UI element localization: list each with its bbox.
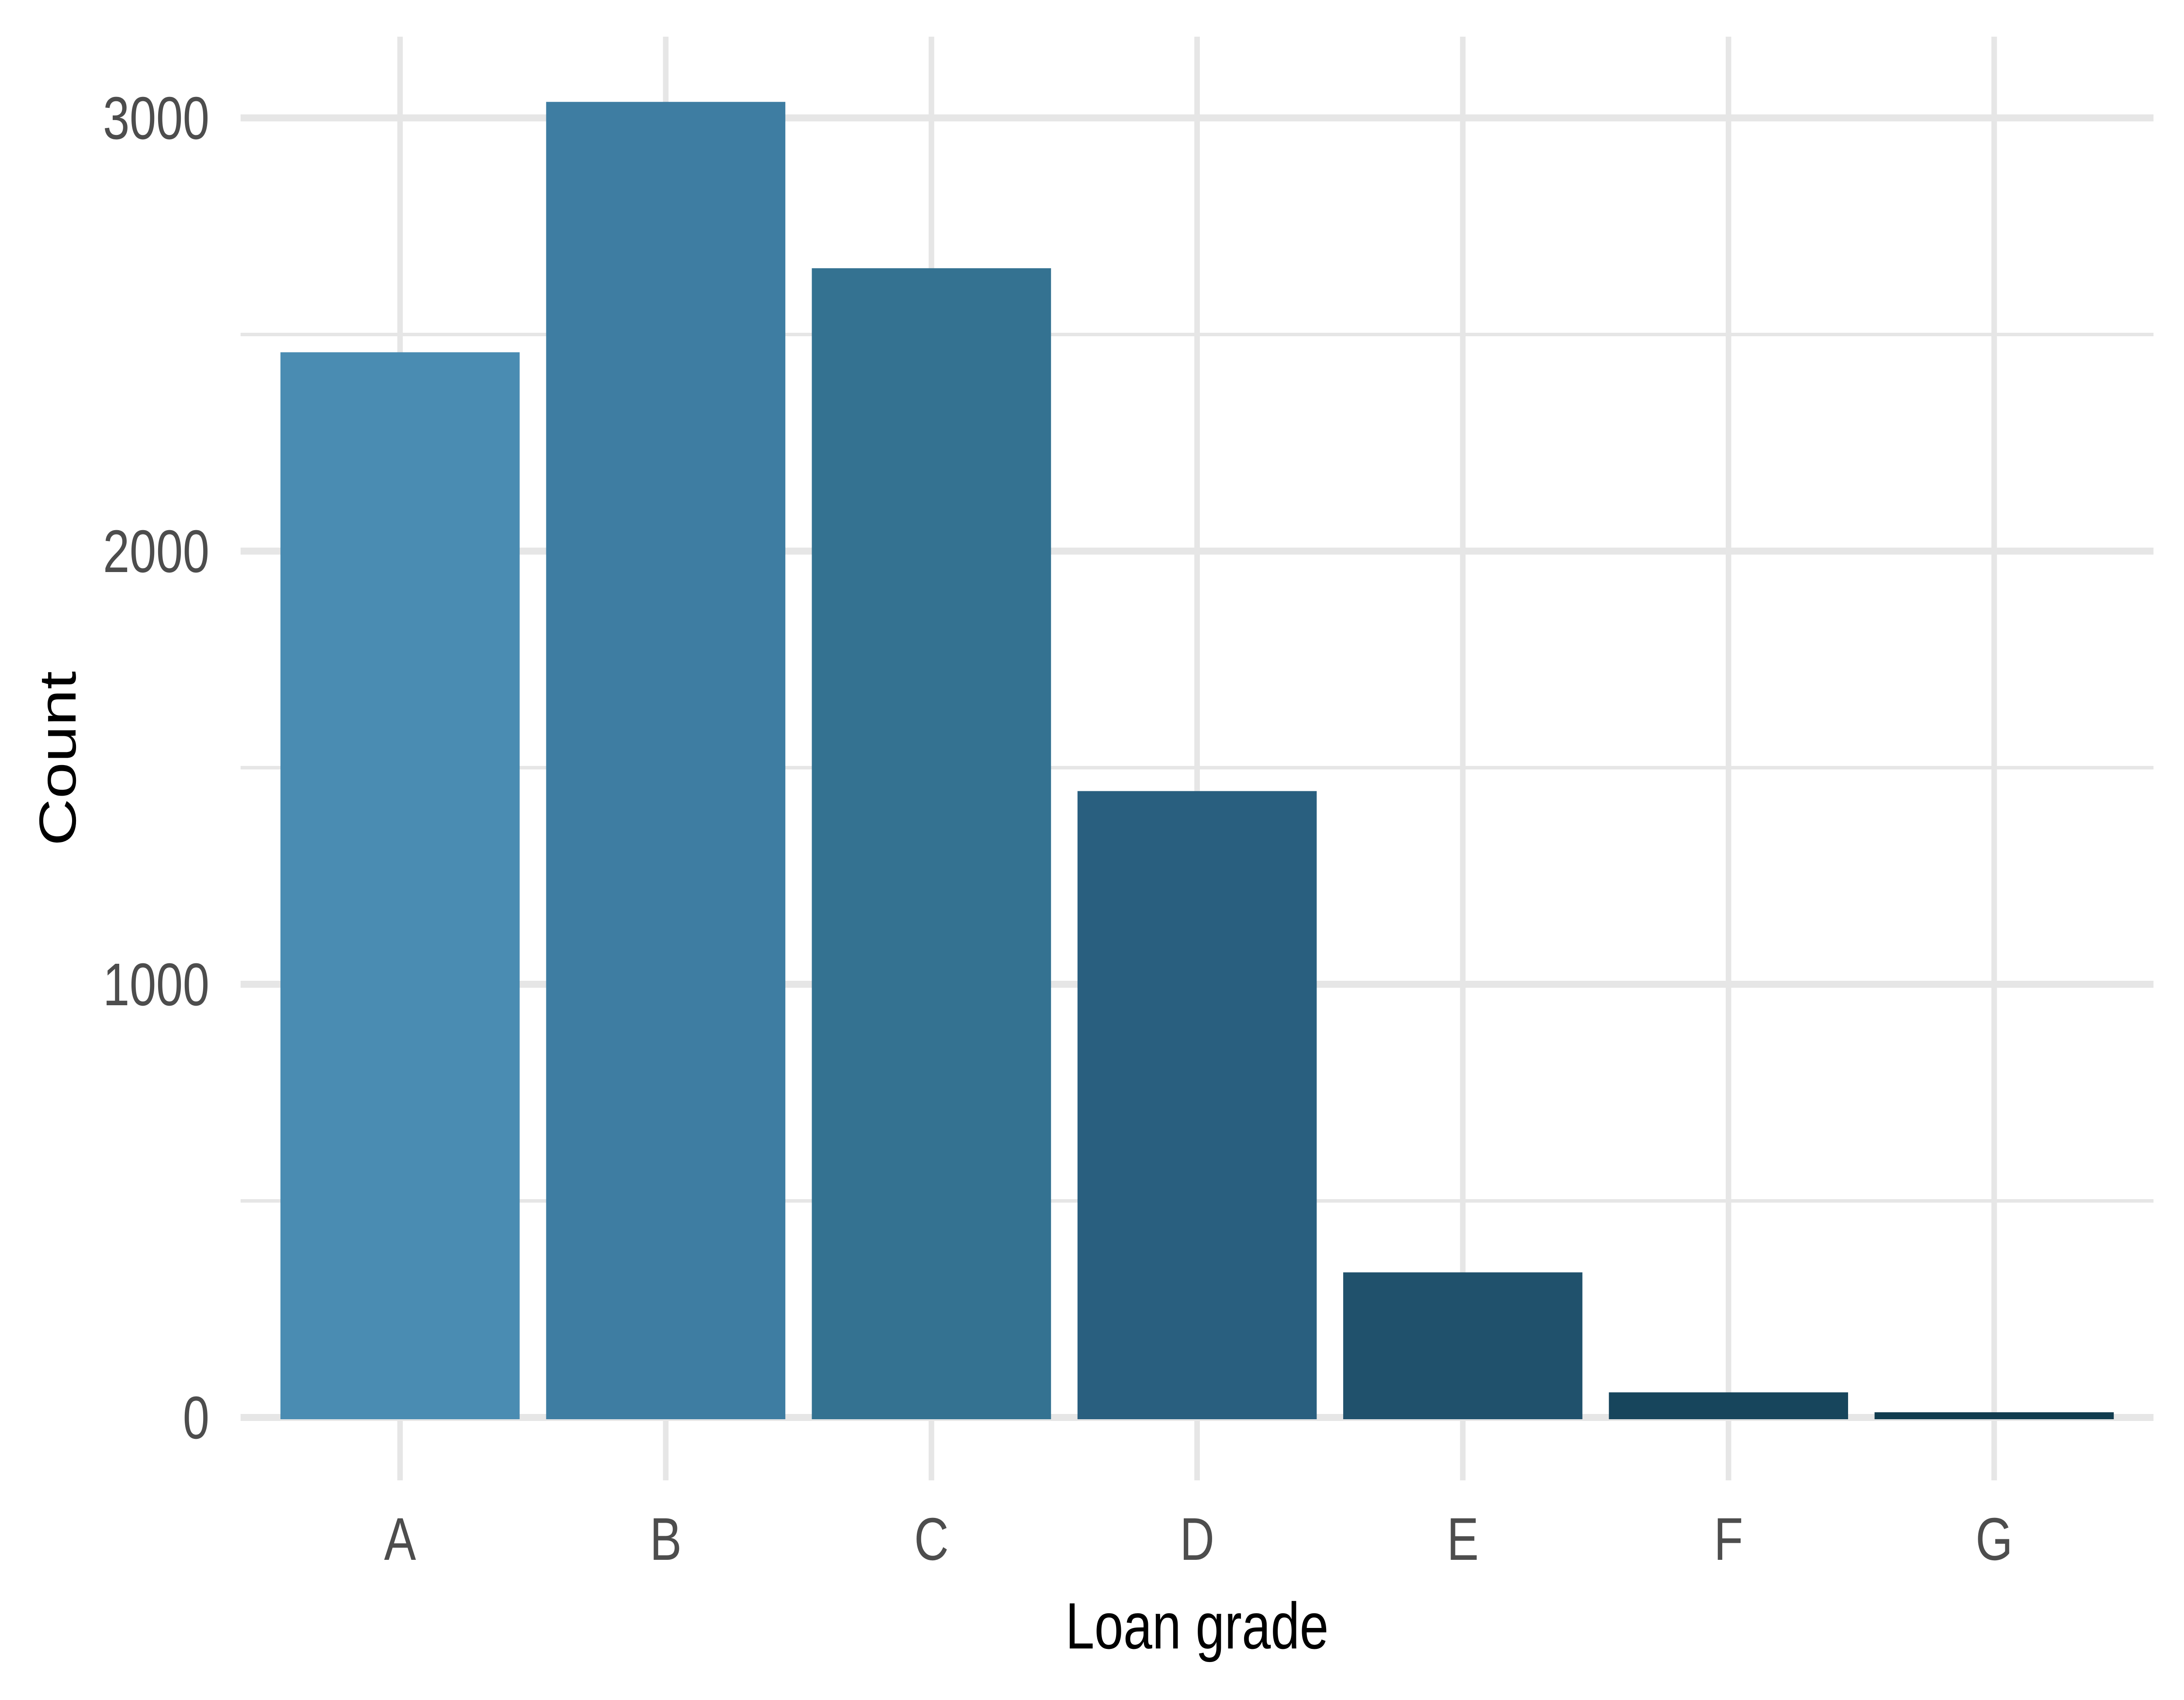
x-tick-label: F [1714, 1506, 1743, 1573]
y-tick-label: 1000 [103, 951, 210, 1018]
bar-B [546, 102, 785, 1420]
x-tick-label: G [1976, 1506, 2013, 1573]
bar-C [812, 268, 1051, 1419]
x-axis-title: Loan grade [1065, 1589, 1328, 1662]
x-tick-label: C [914, 1506, 949, 1573]
bars-group [280, 102, 2114, 1420]
y-tick-label: 0 [183, 1384, 209, 1452]
y-axis-tick-labels: 0 1000 2000 3000 [103, 85, 210, 1452]
x-axis-tick-labels: A B C D E F G [384, 1506, 2013, 1573]
y-tick-label: 3000 [103, 85, 210, 152]
bar-G [1874, 1412, 2114, 1419]
bar-A [280, 352, 520, 1420]
bar-D [1077, 791, 1317, 1419]
x-tick-label: E [1447, 1506, 1479, 1573]
y-tick-label: 2000 [103, 518, 210, 585]
bar-F [1609, 1392, 1848, 1419]
y-axis-title: Count [28, 671, 87, 846]
x-tick-label: A [384, 1506, 416, 1573]
x-tick-label: D [1180, 1506, 1214, 1573]
bar-E [1343, 1272, 1583, 1419]
x-tick-label: B [650, 1506, 682, 1573]
